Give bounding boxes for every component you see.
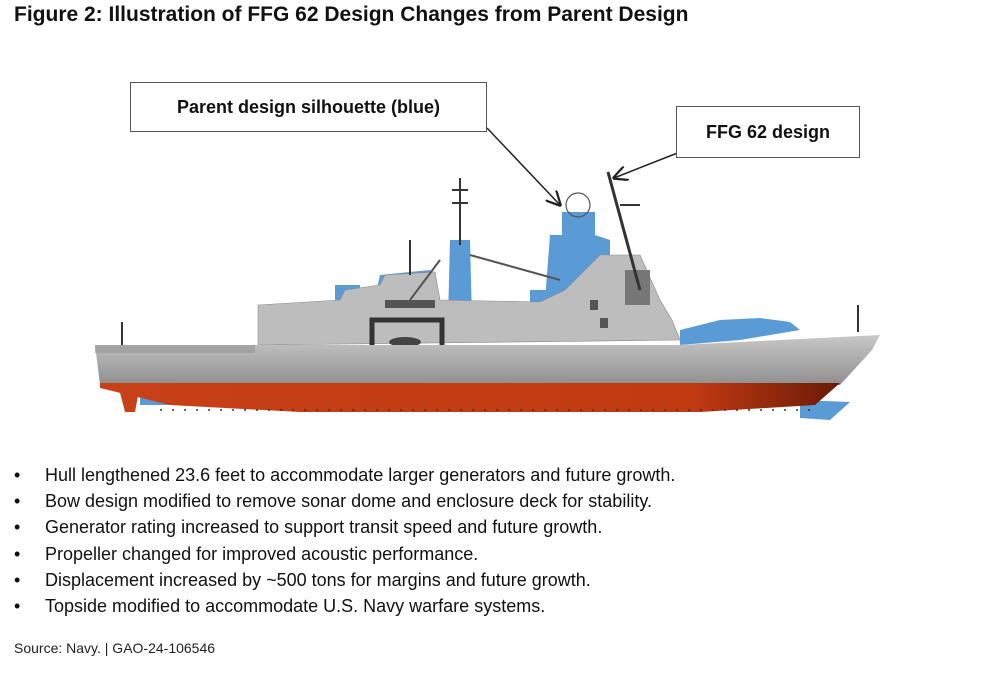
list-item: Propeller changed for improved acoustic …	[12, 541, 675, 567]
superstructure	[257, 254, 681, 351]
list-item: Generator rating increased to support tr…	[12, 514, 675, 540]
figure-title: Figure 2: Illustration of FFG 62 Design …	[14, 3, 689, 26]
design-changes-list: Hull lengthened 23.6 feet to accommodate…	[12, 462, 675, 619]
source-note: Source: Navy. | GAO-24-106546	[14, 640, 216, 656]
ffg-callout-arrow	[614, 151, 681, 178]
hull-upper	[95, 335, 880, 385]
list-item: Bow design modified to remove sonar dome…	[12, 488, 675, 514]
parent-design-callout: Parent design silhouette (blue)	[130, 82, 487, 132]
masts	[121, 171, 859, 345]
ffg62-design-callout: FFG 62 design	[676, 106, 860, 158]
list-item: Topside modified to accommodate U.S. Nav…	[12, 593, 675, 619]
list-item: Displacement increased by ~500 tons for …	[12, 567, 675, 593]
hull-lower	[100, 383, 840, 412]
parent-callout-arrow	[486, 127, 560, 205]
ship-illustration	[95, 127, 880, 420]
list-item: Hull lengthened 23.6 feet to accommodate…	[12, 462, 675, 488]
